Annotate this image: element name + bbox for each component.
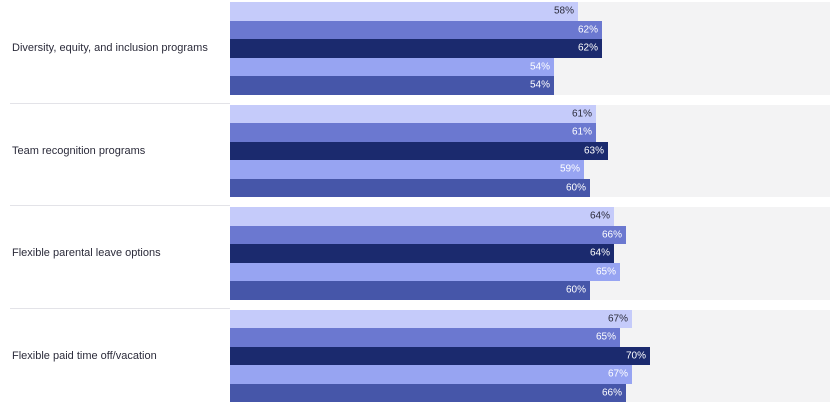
data-label: 66% [601,387,622,399]
bar [230,160,584,179]
bar [230,346,650,365]
category-label: Flexible paid time off/vacation [12,349,157,362]
data-label: 61% [571,108,592,120]
bar [230,262,620,281]
data-label: 60% [565,284,586,296]
bar [230,104,596,123]
bar [230,57,554,76]
data-label: 66% [601,229,622,241]
bar [230,123,596,142]
data-label: 67% [607,368,628,380]
bar [230,178,590,197]
group-divider [10,205,230,206]
bar [230,141,608,160]
bar [230,328,620,347]
data-label: 54% [529,79,550,91]
data-label: 61% [571,126,592,138]
data-label: 64% [589,210,610,222]
bar [230,281,590,300]
bar [230,39,602,58]
data-label: 58% [553,5,574,17]
bar [230,309,632,328]
group-divider [10,102,230,104]
bar [230,365,632,384]
category-label: Flexible parental leave options [12,247,161,260]
category-label: Diversity, equity, and inclusion program… [12,42,208,55]
bar [230,383,626,402]
bar [230,2,578,21]
group-divider [10,307,230,309]
data-label: 59% [559,163,580,175]
data-label: 63% [583,145,604,157]
data-label: 65% [595,266,616,278]
bar [230,207,614,226]
data-label: 70% [625,350,646,362]
data-label: 62% [577,24,598,36]
bar [230,244,614,263]
bar [230,20,602,39]
data-label: 64% [589,247,610,259]
data-label: 54% [529,61,550,73]
data-label: 60% [565,182,586,194]
data-label: 62% [577,42,598,54]
bar [230,225,626,244]
category-label: Team recognition programs [12,144,146,157]
bar [230,76,554,95]
data-label: 65% [595,331,616,343]
data-label: 67% [607,313,628,325]
